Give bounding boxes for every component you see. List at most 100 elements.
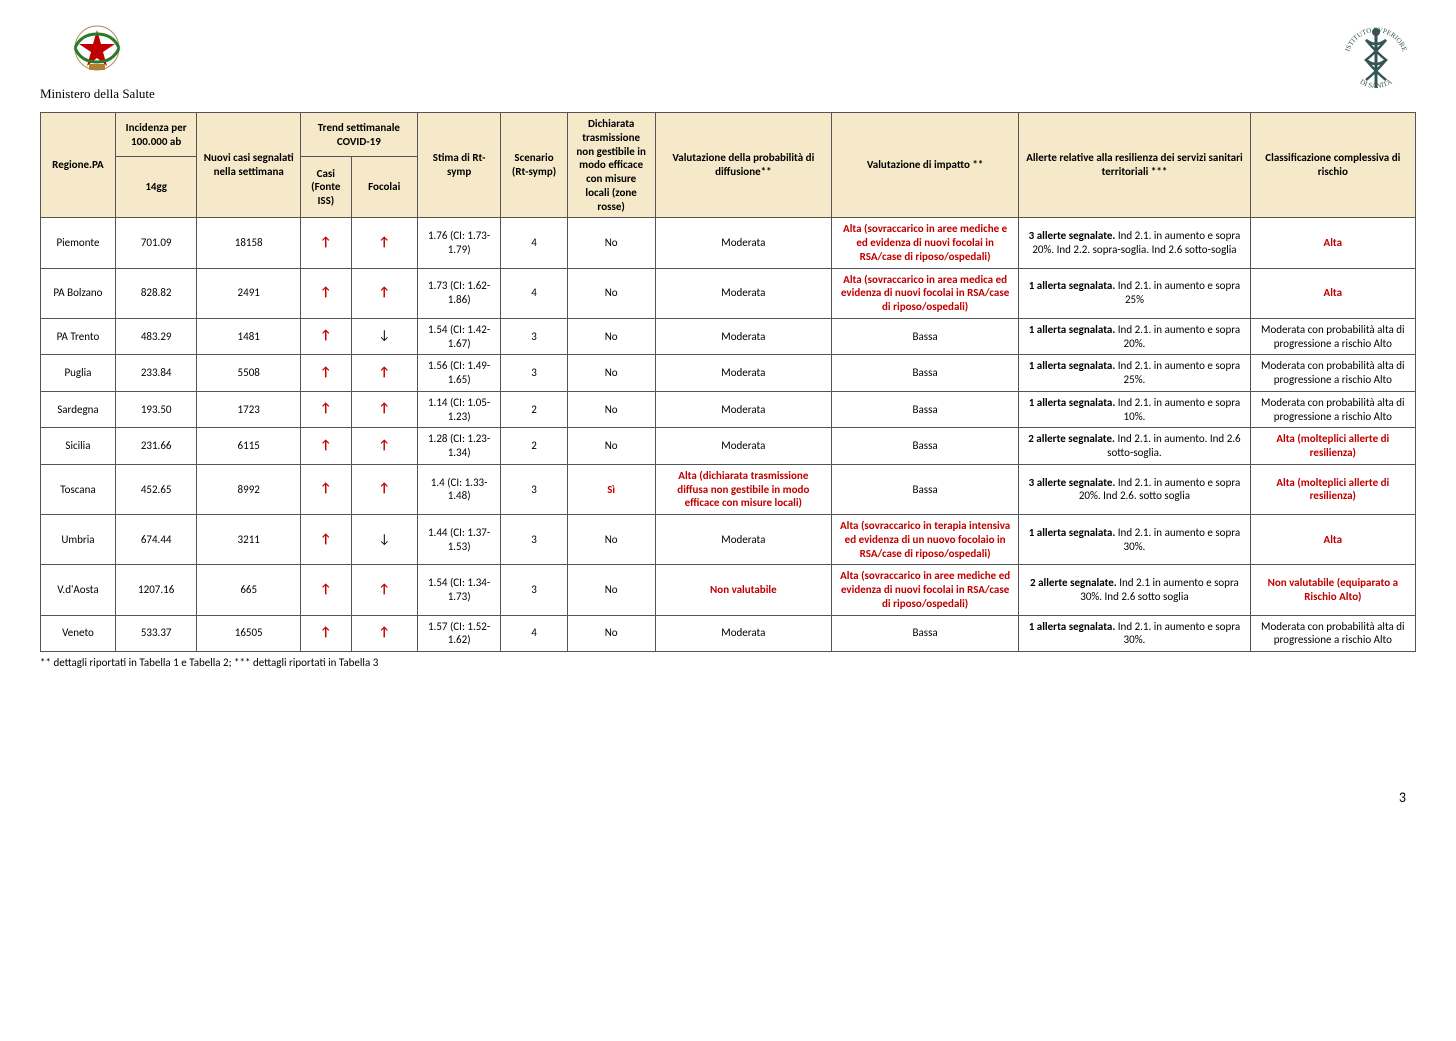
cell-scenario: 2 [501,391,567,428]
arrow-up-icon: ↑ [378,365,390,380]
cell-valprob: Moderata [655,515,831,565]
cell-dich: No [567,218,655,268]
cell-trend-focolai: ↑ [351,565,417,615]
cell-incidenza: 1207.16 [115,565,197,615]
cell-scenario: 2 [501,428,567,465]
cell-valprob: Non valutabile [655,565,831,615]
table-row: Veneto533.3716505↑↑1.57 (CI: 1.52-1.62)4… [41,615,1416,652]
cell-incidenza: 483.29 [115,318,197,355]
cell-valimp: Bassa [831,615,1018,652]
cell-valimp: Alta (sovraccarico in aree mediche ed ev… [831,565,1018,615]
cell-class: Alta [1250,515,1415,565]
cell-regione: V.d'Aosta [41,565,116,615]
cell-trend-casi: ↑ [300,318,351,355]
cell-valprob: Moderata [655,268,831,318]
cell-valimp: Bassa [831,318,1018,355]
table-row: PA Trento483.291481↑↓1.54 (CI: 1.42-1.67… [41,318,1416,355]
cell-dich: No [567,268,655,318]
cell-dich: No [567,515,655,565]
table-row: PA Bolzano828.822491↑↑1.73 (CI: 1.62-1.8… [41,268,1416,318]
ministero-caption: Ministero della Salute [40,86,155,102]
cell-nuovi: 2491 [197,268,301,318]
cell-dich: No [567,355,655,392]
cell-allerte: 1 allerta segnalata. Ind 2.1. in aumento… [1019,515,1250,565]
table-row: V.d'Aosta1207.16665↑↑1.54 (CI: 1.34-1.73… [41,565,1416,615]
cell-scenario: 3 [501,464,567,514]
page-number: 3 [40,789,1416,806]
th-dichiarata: Dichiarata trasmissione non gestibile in… [567,113,655,218]
cell-allerte: 1 allerta segnalata. Ind 2.1. in aumento… [1019,268,1250,318]
th-regione: Regione.PA [41,113,116,218]
cell-valprob: Moderata [655,318,831,355]
cell-nuovi: 18158 [197,218,301,268]
cell-class: Moderata con probabilità alta di progres… [1250,615,1415,652]
th-allerte: Allerte relative alla resilienza dei ser… [1019,113,1250,218]
iss-icon: ISTITUTO SVPERIORE DI SANITÀ [1336,20,1416,100]
cell-dich: No [567,318,655,355]
cell-scenario: 3 [501,565,567,615]
th-valprob: Valutazione della probabilità di diffusi… [655,113,831,218]
logo-ministero: Ministero della Salute [40,20,155,102]
table-row: Piemonte701.0918158↑↑1.76 (CI: 1.73-1.79… [41,218,1416,268]
cell-incidenza: 828.82 [115,268,197,318]
cell-allerte: 1 allerta segnalata. Ind 2.1. in aumento… [1019,615,1250,652]
arrow-up-icon: ↑ [320,438,332,453]
cell-allerte: 1 allerta segnalata. Ind 2.1. in aumento… [1019,355,1250,392]
th-valimp: Valutazione di impatto ** [831,113,1018,218]
cell-dich: No [567,391,655,428]
footnote: ** dettagli riportati in Tabella 1 e Tab… [40,656,1416,669]
cell-valprob: Moderata [655,615,831,652]
arrow-up-icon: ↑ [378,401,390,416]
cell-regione: Sicilia [41,428,116,465]
cell-rt: 1.73 (CI: 1.62-1.86) [417,268,501,318]
arrow-up-icon: ↑ [378,285,390,300]
covid-risk-table: Regione.PA Incidenza per 100.000 ab Nuov… [40,112,1416,652]
th-class: Classificazione complessiva di rischio [1250,113,1415,218]
cell-valprob: Alta (dichiarata trasmissione diffusa no… [655,464,831,514]
cell-class: Alta [1250,218,1415,268]
arrow-up-icon: ↑ [320,532,332,547]
cell-nuovi: 665 [197,565,301,615]
emblem-icon [61,20,133,84]
cell-valimp: Bassa [831,391,1018,428]
cell-incidenza: 533.37 [115,615,197,652]
cell-incidenza: 193.50 [115,391,197,428]
cell-trend-focolai: ↑ [351,615,417,652]
cell-trend-focolai: ↓ [351,318,417,355]
cell-trend-focolai: ↑ [351,218,417,268]
cell-regione: PA Trento [41,318,116,355]
cell-trend-focolai: ↓ [351,515,417,565]
cell-allerte: 3 allerte segnalate. Ind 2.1. in aumento… [1019,218,1250,268]
cell-valimp: Bassa [831,464,1018,514]
arrow-up-icon: ↑ [320,235,332,250]
arrow-down-icon: ↓ [378,532,390,547]
cell-nuovi: 6115 [197,428,301,465]
cell-nuovi: 3211 [197,515,301,565]
logo-iss: ISTITUTO SVPERIORE DI SANITÀ [1336,20,1416,100]
cell-nuovi: 1481 [197,318,301,355]
cell-valprob: Moderata [655,391,831,428]
cell-incidenza: 701.09 [115,218,197,268]
arrow-up-icon: ↑ [378,481,390,496]
table-body: Piemonte701.0918158↑↑1.76 (CI: 1.73-1.79… [41,218,1416,652]
cell-rt: 1.57 (CI: 1.52-1.62) [417,615,501,652]
cell-valimp: Bassa [831,355,1018,392]
cell-rt: 1.56 (CI: 1.49-1.65) [417,355,501,392]
cell-rt: 1.14 (CI: 1.05-1.23) [417,391,501,428]
cell-rt: 1.28 (CI: 1.23-1.34) [417,428,501,465]
th-scenario: Scenario (Rt-symp) [501,113,567,218]
arrow-up-icon: ↑ [320,285,332,300]
cell-trend-casi: ↑ [300,464,351,514]
cell-trend-casi: ↑ [300,615,351,652]
cell-scenario: 3 [501,355,567,392]
table-row: Umbria674.443211↑↓1.44 (CI: 1.37-1.53)3N… [41,515,1416,565]
cell-trend-casi: ↑ [300,355,351,392]
th-incidenza: Incidenza per 100.000 ab [115,113,197,157]
cell-regione: Puglia [41,355,116,392]
cell-valimp: Alta (sovraccarico in aree mediche e ed … [831,218,1018,268]
arrow-up-icon: ↑ [320,481,332,496]
cell-allerte: 1 allerta segnalata. Ind 2.1. in aumento… [1019,318,1250,355]
cell-rt: 1.4 (CI: 1.33-1.48) [417,464,501,514]
cell-nuovi: 16505 [197,615,301,652]
cell-rt: 1.44 (CI: 1.37-1.53) [417,515,501,565]
